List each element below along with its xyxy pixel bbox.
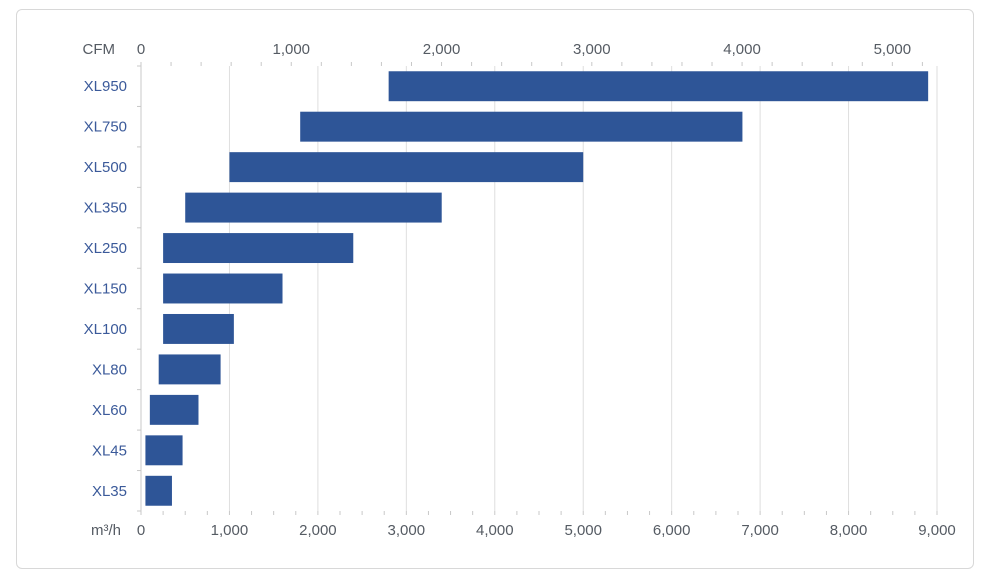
bottom-axis-tick-labels: 0 1,000 2,000 3,000 4,000 5,000 6,000 7,000 8,00… bbox=[137, 522, 956, 539]
bottom-tick-label: 3,000 bbox=[388, 522, 426, 539]
top-tick-label: 5,000 bbox=[874, 41, 912, 58]
top-tick-label: 2,000 bbox=[423, 41, 461, 58]
top-tick-label: 3,000 bbox=[573, 41, 611, 58]
grid-lines bbox=[140, 66, 938, 511]
bar-xl80 bbox=[158, 354, 221, 385]
category-label-xl950: XL950 bbox=[84, 78, 127, 95]
bottom-tick-label: 6,000 bbox=[653, 522, 691, 539]
bottom-tick-label: 8,000 bbox=[830, 522, 868, 539]
bottom-tick-label: 2,000 bbox=[299, 522, 337, 539]
bar-xl60 bbox=[149, 394, 199, 425]
bar-xl350 bbox=[185, 192, 442, 223]
category-label-xl500: XL500 bbox=[84, 159, 127, 176]
bar-xl500 bbox=[229, 152, 584, 183]
bar-xl45 bbox=[145, 435, 183, 466]
top-axis-tick-labels: 0 1,000 2,000 3,000 4,000 5,000 bbox=[137, 41, 911, 58]
bars bbox=[145, 71, 929, 506]
bottom-tick-label: 9,000 bbox=[918, 522, 956, 539]
minor-ticks bbox=[137, 62, 938, 515]
bottom-tick-label: 0 bbox=[137, 522, 145, 539]
category-label-xl45: XL45 bbox=[92, 442, 127, 459]
bottom-tick-label: 5,000 bbox=[564, 522, 602, 539]
category-label-xl350: XL350 bbox=[84, 200, 127, 217]
category-label-xl750: XL750 bbox=[84, 119, 127, 136]
category-label-xl150: XL150 bbox=[84, 281, 127, 298]
bar-xl250 bbox=[163, 233, 354, 264]
bottom-tick-label: 4,000 bbox=[476, 522, 514, 539]
top-tick-label: 1,000 bbox=[272, 41, 310, 58]
bar-xl35 bbox=[145, 475, 172, 506]
bar-xl150 bbox=[163, 273, 283, 304]
category-label-xl35: XL35 bbox=[92, 483, 127, 500]
bottom-axis-unit-label: m³/h bbox=[91, 522, 121, 539]
bottom-tick-label: 1,000 bbox=[211, 522, 249, 539]
category-label-xl100: XL100 bbox=[84, 321, 127, 338]
bar-xl100 bbox=[163, 313, 234, 344]
category-label-xl60: XL60 bbox=[92, 402, 127, 419]
bottom-tick-label: 7,000 bbox=[741, 522, 779, 539]
bar-xl750 bbox=[300, 111, 743, 142]
top-tick-label: 4,000 bbox=[723, 41, 761, 58]
category-label-xl80: XL80 bbox=[92, 361, 127, 378]
category-labels: XL950 XL750 XL500 XL350 XL250 XL150 XL100 XL80 X… bbox=[84, 78, 127, 500]
bar-xl950 bbox=[388, 71, 929, 102]
top-tick-label: 0 bbox=[137, 41, 145, 58]
category-label-xl250: XL250 bbox=[84, 240, 127, 257]
top-axis-unit-label: CFM bbox=[83, 41, 116, 58]
